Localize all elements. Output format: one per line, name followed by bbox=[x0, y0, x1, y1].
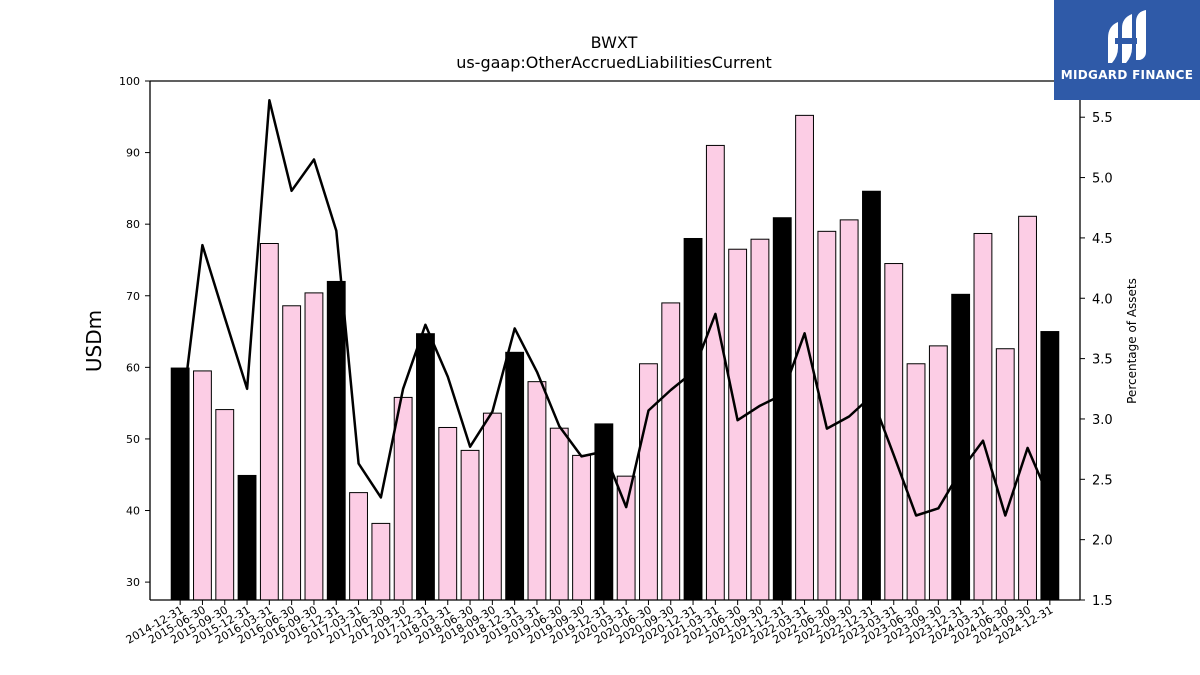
bar-2023-09-30 bbox=[928, 345, 948, 601]
bar-2022-06-30 bbox=[817, 230, 837, 601]
bar-2020-06-30 bbox=[639, 363, 658, 601]
y2-tick-label: 2.0 bbox=[1092, 534, 1113, 549]
y-tick-label: 100 bbox=[119, 75, 140, 88]
bar-2014-12-31 bbox=[170, 367, 190, 601]
chart-subtitle: us-gaap:OtherAccruedLiabilitiesCurrent bbox=[456, 53, 772, 72]
bar-2017-03-31 bbox=[349, 492, 368, 601]
bar-2018-12-31 bbox=[505, 351, 525, 601]
percentage-of-assets-line bbox=[178, 99, 1051, 517]
y-axis-label: USDm bbox=[82, 310, 106, 372]
bar-2021-12-31 bbox=[772, 217, 792, 601]
y-tick-label: 50 bbox=[126, 433, 140, 446]
y-tick-label: 40 bbox=[126, 505, 140, 518]
y2-tick-label: 1.5 bbox=[1092, 594, 1113, 609]
y-tick-label: 90 bbox=[126, 147, 140, 160]
midgard-logo-icon bbox=[1108, 10, 1146, 63]
bar-2016-12-31 bbox=[326, 280, 346, 601]
bar-2017-06-30 bbox=[371, 522, 391, 601]
bar-2016-09-30 bbox=[304, 292, 324, 601]
y2-tick-label: 4.5 bbox=[1092, 232, 1113, 247]
y2-axis-label: Percentage of Assets bbox=[1125, 278, 1139, 404]
bar-2023-12-31 bbox=[951, 293, 971, 601]
bar-2021-06-30 bbox=[728, 248, 748, 601]
bar-2019-06-30 bbox=[549, 427, 569, 601]
y2-tick-label: 2.5 bbox=[1092, 473, 1113, 488]
chart-title: BWXT bbox=[591, 33, 638, 52]
bar-2015-09-30 bbox=[215, 409, 235, 601]
bar-2023-06-30 bbox=[906, 363, 926, 601]
y-tick-label: 30 bbox=[126, 576, 140, 589]
bar-2020-09-30 bbox=[661, 302, 681, 601]
bar-2017-12-31 bbox=[416, 333, 435, 601]
bar-2018-03-31 bbox=[438, 426, 458, 601]
bar-group bbox=[170, 114, 1060, 601]
bar-2021-03-31 bbox=[705, 144, 725, 601]
bar-2020-12-31 bbox=[683, 237, 703, 601]
bar-2015-12-31 bbox=[237, 474, 257, 601]
y2-tick-label: 3.0 bbox=[1092, 413, 1113, 428]
y-tick-label: 70 bbox=[126, 290, 140, 303]
bar-2024-03-31 bbox=[973, 232, 993, 601]
bar-2018-06-30 bbox=[460, 449, 480, 601]
y2-tick-label: 5.5 bbox=[1092, 111, 1113, 126]
bar-2019-03-31 bbox=[527, 381, 547, 601]
y2-tick-label: 4.0 bbox=[1092, 292, 1113, 307]
bar-2017-09-30 bbox=[393, 396, 413, 601]
bar-2019-09-30 bbox=[572, 454, 591, 601]
y2-tick-label: 3.5 bbox=[1092, 353, 1113, 368]
bar-2021-09-30 bbox=[750, 238, 770, 601]
brand-logo: MIDGARD FINANCE bbox=[1054, 0, 1200, 100]
y-tick-label: 60 bbox=[126, 361, 140, 374]
y2-tick-label: 5.0 bbox=[1092, 172, 1113, 187]
y-tick-label: 80 bbox=[126, 218, 140, 231]
line-group bbox=[178, 99, 1051, 517]
bar-2023-03-31 bbox=[884, 263, 904, 601]
bar-2015-06-30 bbox=[193, 370, 212, 601]
bar-2016-03-31 bbox=[259, 243, 279, 601]
bar-2024-06-30 bbox=[995, 348, 1015, 601]
brand-name: MIDGARD FINANCE bbox=[1060, 68, 1194, 82]
bar-2024-09-30 bbox=[1018, 215, 1037, 601]
bar-2016-06-30 bbox=[282, 305, 302, 601]
bar-2018-09-30 bbox=[482, 412, 502, 601]
bar-2024-12-31 bbox=[1040, 331, 1060, 601]
axes: 30 40 50 60 70 80 90 100 1.5 2.0 2.5 3.0 3.5 4.0 4.5 5.… bbox=[119, 75, 1113, 647]
